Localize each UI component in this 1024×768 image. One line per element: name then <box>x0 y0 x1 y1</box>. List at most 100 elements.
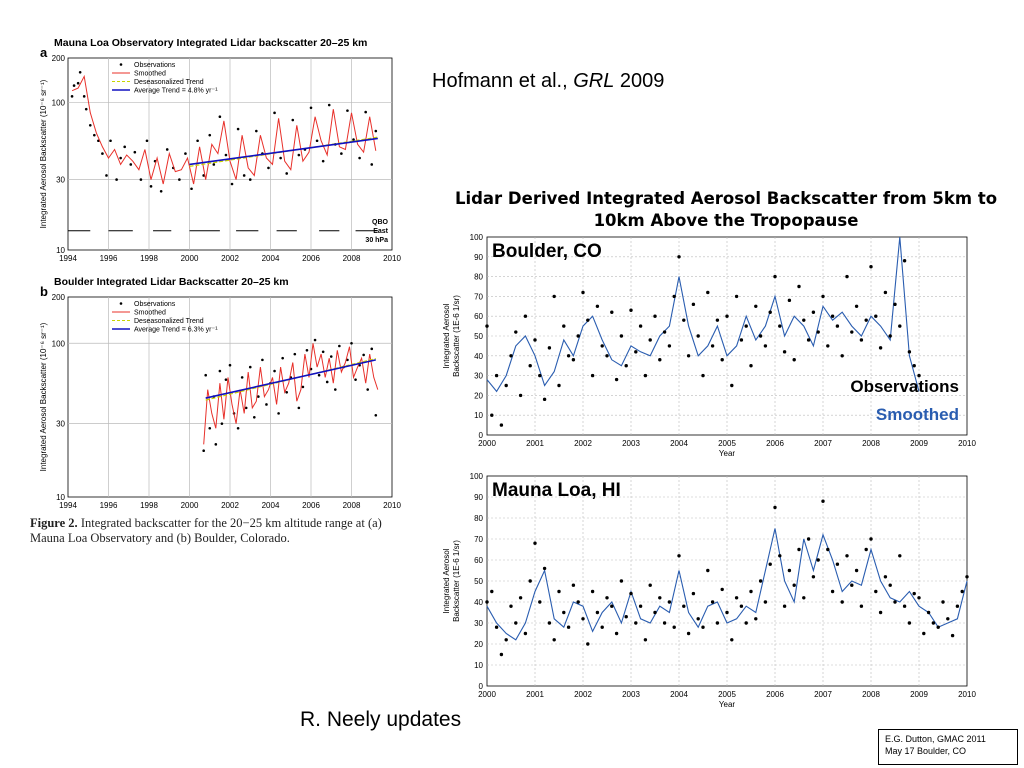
smoothed-line <box>486 236 920 393</box>
observation-point <box>313 338 317 342</box>
y-tick-label: 0 <box>479 431 484 440</box>
qbo-label: 30 hPa <box>365 237 388 244</box>
observation-point <box>768 562 772 566</box>
observation-point <box>926 610 931 615</box>
observation-point <box>787 568 792 573</box>
observation-point <box>600 344 604 348</box>
observation-point <box>658 358 662 362</box>
observation-point <box>261 358 264 362</box>
observation-point <box>850 330 854 334</box>
qbo-label: QBO <box>372 219 389 226</box>
observation-point <box>893 302 897 307</box>
observation-point <box>854 304 859 308</box>
x-tick-label: 2004 <box>670 690 688 699</box>
average-trend-line <box>189 137 378 166</box>
observation-point <box>253 415 256 419</box>
observation-point <box>840 600 844 604</box>
observation-point <box>518 393 523 398</box>
observation-point <box>787 298 792 303</box>
legend-marker-observations <box>119 302 123 305</box>
y-tick-label: 70 <box>474 535 483 544</box>
observation-point <box>557 589 561 594</box>
smoothed-line <box>486 528 968 641</box>
y-tick-label: 10 <box>474 661 483 670</box>
y-tick-label: 10 <box>56 493 65 502</box>
observation-point <box>494 373 499 378</box>
observation-point <box>273 111 276 115</box>
x-tick-label: 2006 <box>302 254 320 263</box>
x-tick-label: 2000 <box>181 501 199 510</box>
observation-point <box>220 422 224 425</box>
observation-point <box>739 338 744 342</box>
observation-point <box>327 103 331 107</box>
observation-point <box>662 330 667 334</box>
observation-point <box>720 358 724 362</box>
observation-point <box>730 383 734 388</box>
observation-point <box>830 314 835 318</box>
x-tick-label: 2000 <box>478 690 496 699</box>
observation-point <box>821 499 825 503</box>
observation-point <box>595 610 600 615</box>
observation-point <box>845 274 849 279</box>
observation-point <box>744 324 748 328</box>
observation-point <box>212 163 216 166</box>
observation-point <box>706 568 710 573</box>
y-tick-label: 30 <box>474 619 483 628</box>
observation-point <box>835 324 840 328</box>
observation-point <box>542 397 547 402</box>
observation-point <box>907 350 912 354</box>
chart-title: Mauna Loa Observatory Integrated Lidar b… <box>54 37 367 49</box>
observation-point <box>763 600 768 604</box>
observation-point <box>816 558 820 562</box>
observation-point <box>859 604 864 608</box>
x-tick-label: 2009 <box>910 690 928 699</box>
observation-point <box>346 358 349 362</box>
observation-point <box>509 354 513 358</box>
x-tick-label: 2006 <box>302 501 320 510</box>
chart-title: Boulder Integrated Lidar Backscatter 20–… <box>54 276 289 288</box>
observation-point <box>710 600 715 604</box>
observation-point <box>552 638 556 642</box>
observation-point <box>610 604 614 608</box>
observation-point <box>538 373 542 378</box>
observation-point <box>902 604 907 608</box>
observation-point <box>715 621 720 625</box>
observation-point <box>946 617 950 621</box>
observation-point <box>826 547 830 552</box>
observation-point <box>902 259 907 263</box>
observation-point <box>725 314 729 318</box>
x-tick-label: 1994 <box>59 254 77 263</box>
x-tick-label: 2008 <box>343 254 361 263</box>
citation-journal: GRL <box>573 70 615 92</box>
observation-point <box>691 591 696 596</box>
observation-point <box>514 621 518 625</box>
x-tick-label: 2008 <box>862 690 880 699</box>
observation-point <box>797 284 801 289</box>
observation-point <box>202 449 205 453</box>
legend-label: Smoothed <box>134 71 166 78</box>
chart-mauna_loa_hi: 2000 2001 2002 2003 2004 2005 2006 2007 2008 2009… <box>442 472 976 709</box>
observation-point <box>624 364 628 368</box>
observation-point <box>305 349 309 352</box>
observation-point <box>277 412 280 415</box>
observation-point <box>782 604 787 608</box>
y-tick-label: 50 <box>474 332 483 341</box>
observation-point <box>293 352 297 356</box>
x-tick-label: 2010 <box>383 254 401 263</box>
y-tick-label: 40 <box>474 352 483 361</box>
observation-point <box>159 189 163 193</box>
observation-point <box>123 145 126 149</box>
figure-caption-label: Figure 2. <box>30 516 78 530</box>
x-tick-label: 2002 <box>221 501 239 510</box>
x-tick-label: 2004 <box>670 439 688 448</box>
observation-point <box>129 163 133 166</box>
observation-point <box>240 376 244 379</box>
observation-point <box>667 600 672 604</box>
observation-point <box>590 589 595 594</box>
observation-point <box>586 318 590 322</box>
observation-point <box>725 610 729 615</box>
observation-point <box>485 324 489 328</box>
x-tick-label: 2002 <box>221 254 239 263</box>
observation-point <box>267 166 270 170</box>
y-tick-label: 10 <box>474 411 483 420</box>
